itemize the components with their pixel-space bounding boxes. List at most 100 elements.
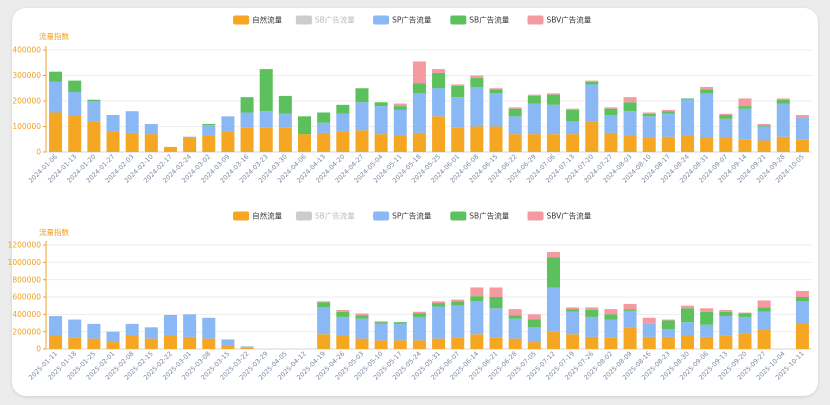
chart1-bar-0-32: [661, 136, 675, 152]
chart1-bar-1-15: [336, 113, 350, 132]
chart1-legend-item-0[interactable]: 自然流量: [233, 15, 283, 25]
chart1-bar-1-3: [106, 115, 120, 132]
chart1-legend-item-1[interactable]: SB广告流量: [295, 15, 355, 25]
chart2-bar-2-24: [508, 315, 522, 319]
chart2-bar-2-27: [566, 309, 580, 312]
chart1-bar-0-30: [623, 135, 637, 152]
chart2-legend-label-4: SBV广告流量: [547, 211, 592, 221]
chart2-bar-1-32: [661, 329, 675, 337]
chart1-bar-1-31: [642, 116, 656, 138]
chart2-ytick-label-6: 1200000: [8, 241, 42, 250]
chart2-bar-0-21: [451, 337, 465, 349]
chart1-bar-3-39: [795, 115, 809, 118]
chart2-bar-0-15: [336, 336, 350, 349]
chart2-bar-2-6: [163, 315, 177, 317]
chart2-bar-1-2: [87, 323, 101, 339]
chart2-bar-0-30: [623, 327, 637, 349]
chart1-bar-2-33: [681, 98, 695, 100]
chart2-bar-0-3: [106, 342, 120, 349]
chart1-legend-item-2[interactable]: SP广告流量: [373, 15, 432, 25]
chart2-legend-item-0[interactable]: 自然流量: [233, 211, 283, 221]
chart2-bar-2-37: [757, 307, 771, 312]
chart2-ytick-label-0: 0: [36, 345, 41, 354]
chart2-bar-0-39: [795, 323, 809, 349]
chart2-ytick-label-2: 400000: [12, 310, 41, 319]
chart1-bar-1-21: [451, 97, 465, 128]
chart2-bar-1-6: [163, 316, 177, 336]
chart2-ytick-label-5: 1000000: [8, 258, 42, 267]
chart1-bar-1-32: [661, 113, 675, 137]
chart2-bar-1-21: [451, 305, 465, 338]
chart2-legend-swatch-2: [373, 211, 390, 221]
chart1-bar-0-6: [163, 146, 177, 152]
chart2-legend-item-2[interactable]: SP广告流量: [373, 211, 432, 221]
chart2-bar-0-26: [546, 331, 560, 349]
chart2-bar-0-22: [470, 334, 484, 349]
chart1-bar-2-15: [336, 104, 350, 114]
chart1-bar-1-28: [585, 84, 599, 122]
chart2-legend-item-3[interactable]: SB广告流量: [450, 211, 510, 221]
chart1-ytick-label-1: 100000: [12, 122, 41, 131]
chart1-bar-2-17: [374, 102, 388, 107]
chart1-bar-2-29: [604, 108, 618, 116]
chart1-legend-swatch-0: [233, 15, 250, 25]
chart1-bar-1-26: [546, 104, 560, 135]
chart2-bar-3-19: [412, 311, 426, 314]
chart1-bar-0-23: [489, 126, 503, 152]
chart2-bar-0-9: [221, 345, 235, 349]
chart1-bar-1-33: [681, 99, 695, 136]
chart2-bar-0-24: [508, 338, 522, 349]
chart2-bar-3-32: [661, 319, 675, 321]
chart1-bar-0-0: [49, 112, 63, 152]
chart2-bar-1-31: [642, 323, 656, 337]
chart2-bar-1-23: [489, 308, 503, 338]
chart1-bar-2-25: [527, 95, 541, 104]
chart2-bar-0-27: [566, 334, 580, 349]
chart1-legend-swatch-4: [527, 15, 544, 25]
chart2-ytick-label-3: 600000: [12, 293, 41, 302]
chart1-bar-0-25: [527, 134, 541, 152]
chart2-legend-item-1[interactable]: SB广告流量: [295, 211, 355, 221]
chart2-bar-3-17: [374, 321, 388, 323]
chart1-bar-3-29: [604, 107, 618, 109]
chart1-bar-1-11: [259, 111, 273, 128]
chart1-ytick-label-4: 400000: [12, 46, 41, 55]
chart2-bar-1-33: [681, 322, 695, 336]
chart1-ytick-label-3: 300000: [12, 71, 41, 80]
chart1-bar-1-23: [489, 93, 503, 127]
chart1-bar-1-2: [87, 101, 101, 122]
chart1-bar-0-3: [106, 131, 120, 152]
chart2-bar-0-8: [202, 338, 216, 349]
chart1-bar-0-27: [566, 134, 580, 152]
chart1-bar-0-16: [355, 130, 369, 152]
chart1-legend-item-3[interactable]: SB广告流量: [450, 15, 510, 25]
chart2-legend-item-4[interactable]: SBV广告流量: [527, 211, 592, 221]
chart1-bar-0-15: [336, 131, 350, 152]
chart1-bar-1-36: [738, 108, 752, 140]
chart1-bar-2-32: [661, 111, 675, 114]
chart2-bar-3-27: [566, 307, 580, 310]
chart1-bar-1-34: [700, 93, 714, 138]
chart2-bar-2-25: [527, 319, 541, 328]
chart1-bar-2-2: [87, 99, 101, 101]
chart1-bar-1-39: [795, 117, 809, 140]
chart1-bar-1-14: [317, 122, 331, 133]
chart1-bar-2-36: [738, 106, 752, 109]
chart2-legend-label-3: SB广告流量: [469, 211, 509, 221]
chart2-bar-2-14: [317, 302, 331, 308]
chart1-bar-3-38: [776, 98, 790, 100]
chart2-bar-1-3: [106, 331, 120, 343]
chart2-bar-1-36: [738, 316, 752, 334]
chart1-bar-1-8: [202, 125, 216, 136]
chart2-bar-0-29: [604, 337, 618, 349]
chart1-bar-2-22: [470, 78, 484, 87]
chart1-legend-item-4[interactable]: SBV广告流量: [527, 15, 592, 25]
chart2-bar-3-26: [546, 251, 560, 258]
chart1-bar-2-37: [757, 125, 771, 127]
chart1-bar-0-22: [470, 126, 484, 152]
chart2-bar-1-30: [623, 310, 637, 328]
chart2-y-axis-title: 流量指数: [39, 227, 69, 237]
chart1-bar-1-7: [183, 136, 197, 138]
chart2-bar-3-29: [604, 309, 618, 315]
chart2-bar-0-7: [183, 336, 197, 349]
